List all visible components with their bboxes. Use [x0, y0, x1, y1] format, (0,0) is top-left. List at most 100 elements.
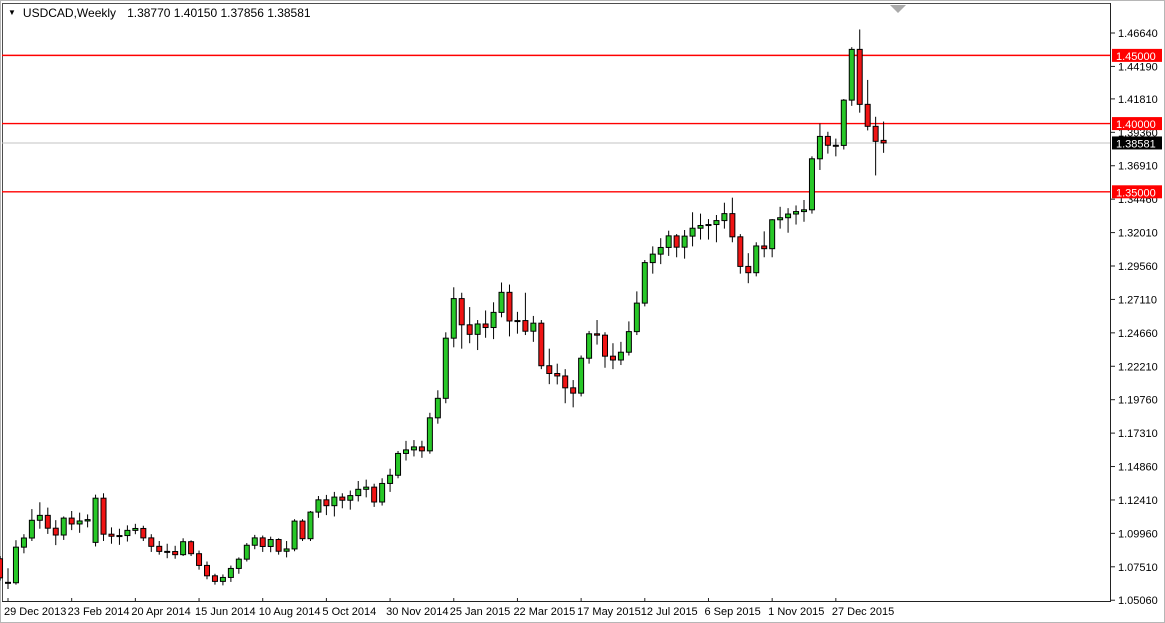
- candle-bear: [458, 298, 465, 326]
- price-tick-label: 1.41810: [1118, 94, 1158, 106]
- level-price-tag: [1112, 48, 1162, 62]
- price-tick-label: 1.27110: [1118, 294, 1157, 306]
- candle-bull: [793, 211, 800, 215]
- candle-bull: [777, 217, 784, 221]
- chart-ohlc-values: 1.38770 1.40150 1.37856 1.38581: [127, 6, 311, 20]
- candle-bull: [713, 220, 720, 226]
- candle-bull: [347, 495, 354, 501]
- candle-bear: [148, 537, 155, 547]
- candle-bear: [570, 387, 577, 394]
- candle-bear: [824, 135, 831, 146]
- candle-bear: [164, 550, 171, 553]
- candle-bull: [625, 331, 632, 353]
- price-tick-label: 1.07510: [1118, 562, 1158, 574]
- candle-bear: [339, 496, 346, 501]
- candle-bull: [848, 48, 855, 101]
- candle-bear: [204, 564, 210, 577]
- candle-bull: [235, 558, 242, 569]
- current-price-tag: [1112, 136, 1162, 150]
- candle-bear: [172, 551, 179, 556]
- time-tick-label: 20 Apr 2014: [131, 606, 190, 618]
- candle-bull: [705, 224, 712, 227]
- current-price-tag-label: 1.38581: [1116, 138, 1156, 150]
- candle-bull: [801, 209, 807, 213]
- candle-bear: [100, 497, 107, 535]
- candle-bear: [745, 265, 752, 274]
- candle-bull: [617, 351, 624, 361]
- candle-bull: [267, 539, 274, 547]
- candle-bull: [816, 135, 823, 160]
- chart-shift-marker-icon[interactable]: [890, 5, 906, 13]
- candle-bull: [355, 488, 362, 497]
- candle-bull: [665, 235, 672, 248]
- candle-bull: [410, 446, 417, 451]
- candle-bull: [28, 519, 35, 539]
- candle-bull: [689, 227, 696, 237]
- candle-bull: [283, 548, 290, 552]
- level-price-tag: [1112, 185, 1162, 199]
- candle-bull: [808, 158, 815, 211]
- candle-bear: [594, 333, 601, 336]
- candle-bull: [124, 529, 131, 537]
- candle-bull: [697, 224, 704, 229]
- time-tick-label: 22 Mar 2015: [513, 606, 575, 618]
- time-tick-label: 10 Aug 2014: [259, 606, 321, 618]
- candle-bear: [554, 372, 561, 377]
- price-tick-label: 1.09960: [1118, 528, 1158, 540]
- price-tick-label: 1.24660: [1118, 328, 1158, 340]
- price-tick-label: 1.12410: [1118, 495, 1158, 507]
- price-tick-label: 1.44190: [1118, 61, 1158, 73]
- candle-bull: [379, 482, 386, 503]
- candle-bear: [371, 486, 378, 503]
- price-tick-label: 1.05060: [1118, 595, 1158, 607]
- candle-bear: [188, 541, 195, 555]
- price-tick-label: 1.32010: [1118, 228, 1158, 240]
- chart-symbol-label: USDCAD,Weekly: [22, 6, 117, 20]
- candle-bear: [68, 517, 75, 525]
- price-tick-label: 1.46640: [1118, 28, 1158, 40]
- candle-bull: [450, 298, 457, 339]
- candle-bear: [0, 558, 4, 579]
- chart-title: ▼ USDCAD,Weekly 1.38770 1.40150 1.37856 …: [8, 6, 311, 20]
- candle-bear: [44, 514, 51, 529]
- candle-bull: [92, 497, 99, 543]
- time-tick-label: 30 Nov 2014: [386, 606, 448, 618]
- symbol-dropdown-icon[interactable]: ▼: [8, 8, 16, 17]
- time-tick-label: 29 Dec 2013: [4, 606, 66, 618]
- candle-bull: [785, 213, 792, 219]
- candle-bull: [291, 520, 298, 550]
- candle-bear: [506, 291, 513, 322]
- candle-bull: [514, 320, 521, 323]
- level-price-tag-label: 1.45000: [1116, 51, 1156, 63]
- candle-bull: [315, 499, 322, 513]
- candle-bear: [737, 236, 744, 267]
- candle-bear: [761, 245, 768, 250]
- candle-bull: [721, 213, 728, 222]
- candle-bull: [769, 219, 776, 250]
- candle-bull: [649, 253, 656, 264]
- candle-bull: [180, 541, 187, 556]
- candle-bear: [562, 375, 569, 389]
- candle-bear: [275, 539, 282, 552]
- price-tick-label: 1.22210: [1118, 361, 1158, 373]
- candle-bull: [363, 486, 370, 490]
- time-tick-label: 12 Jul 2015: [641, 606, 698, 618]
- candle-bull: [403, 449, 409, 454]
- candle-bull: [219, 576, 226, 582]
- time-tick-label: 27 Dec 2015: [832, 606, 894, 618]
- candle-bear: [546, 365, 553, 374]
- candle-bear: [729, 213, 736, 238]
- candle-bull: [641, 262, 648, 304]
- candle-bear: [211, 575, 218, 582]
- candle-bull: [530, 322, 537, 332]
- time-tick-label: 15 Jun 2014: [195, 606, 256, 618]
- candle-bull: [490, 311, 497, 329]
- candle-bear: [482, 323, 489, 329]
- time-tick-label: 5 Oct 2014: [322, 606, 376, 618]
- level-price-tag-label: 1.40000: [1116, 119, 1156, 131]
- price-tick-label: 1.36910: [1118, 161, 1158, 173]
- candle-bear: [323, 499, 330, 507]
- candle-bear: [108, 533, 115, 537]
- candle-bull: [657, 246, 664, 255]
